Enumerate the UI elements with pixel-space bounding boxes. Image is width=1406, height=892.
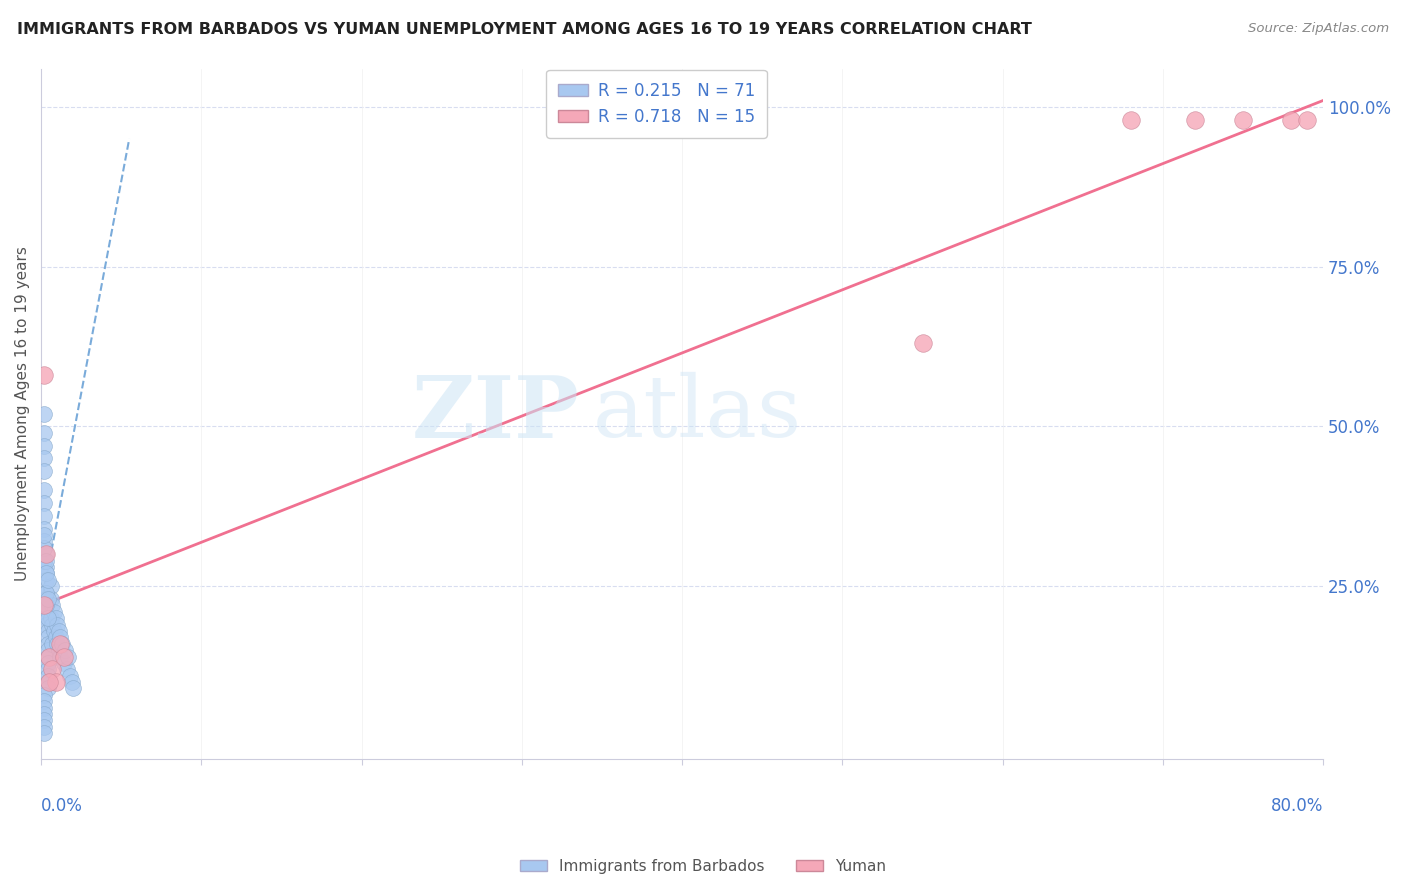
Point [35,560,58,574]
Point [35,554,58,568]
Legend: R = 0.215   N = 71, R = 0.718   N = 15: R = 0.215 N = 71, R = 0.718 N = 15 [546,70,766,137]
Point [35,605,58,619]
Point [55,662,77,676]
Point [37,624,59,638]
Point [34,599,56,613]
Point [53,643,76,657]
Text: 0.0%: 0.0% [41,797,83,814]
Y-axis label: Unemployment Among Ages 16 to 19 years: Unemployment Among Ages 16 to 19 years [15,246,30,581]
Point [58,649,80,664]
Point [35,566,58,581]
Point [35,547,58,561]
Point [44,675,66,690]
Point [35,585,58,599]
Point [34,700,56,714]
Point [1279,112,1302,127]
Point [35,585,58,599]
Point [51,637,73,651]
Point [1119,112,1142,127]
Point [35,573,58,587]
Point [39,611,62,625]
Point [34,407,56,421]
Point [37,611,59,625]
Point [49,631,72,645]
Point [34,368,56,383]
Point [34,508,56,523]
Point [37,656,59,670]
Point [37,643,59,657]
Point [49,637,72,651]
Point [46,637,69,651]
Point [34,541,56,555]
Text: IMMIGRANTS FROM BARBADOS VS YUMAN UNEMPLOYMENT AMONG AGES 16 TO 19 YEARS CORRELA: IMMIGRANTS FROM BARBADOS VS YUMAN UNEMPL… [17,22,1032,37]
Point [34,522,56,536]
Point [37,662,59,676]
Point [48,643,70,657]
Point [41,637,63,651]
Point [34,714,56,728]
Point [34,726,56,740]
Point [34,439,56,453]
Point [37,669,59,683]
Text: 80.0%: 80.0% [1271,797,1323,814]
Point [46,617,69,632]
Text: ZIP: ZIP [412,372,579,456]
Point [42,605,65,619]
Point [44,611,66,625]
Point [1184,112,1206,127]
Point [35,611,58,625]
Point [41,662,63,676]
Point [34,451,56,466]
Point [1232,112,1254,127]
Point [62,681,84,696]
Point [38,649,60,664]
Point [34,554,56,568]
Point [34,706,56,721]
Point [39,579,62,593]
Point [48,624,70,638]
Text: Source: ZipAtlas.com: Source: ZipAtlas.com [1249,22,1389,36]
Point [52,656,75,670]
Point [34,483,56,498]
Point [34,464,56,478]
Point [35,547,58,561]
Point [41,617,63,632]
Point [34,720,56,734]
Point [37,637,59,651]
Point [34,425,56,440]
Legend: Immigrants from Barbados, Yuman: Immigrants from Barbados, Yuman [513,853,893,880]
Point [37,675,59,690]
Point [34,528,56,542]
Point [37,681,59,696]
Point [35,599,58,613]
Point [34,496,56,510]
Point [34,534,56,549]
Point [37,631,59,645]
Point [35,617,58,632]
Text: atlas: atlas [592,372,801,455]
Point [34,694,56,708]
Point [59,669,82,683]
Point [35,566,58,581]
Point [37,592,59,607]
Point [44,631,66,645]
Point [37,649,59,664]
Point [1296,112,1319,127]
Point [35,592,58,607]
Point [42,624,65,638]
Point [49,649,72,664]
Point [38,675,60,690]
Point [60,675,83,690]
Point [35,599,58,613]
Point [34,688,56,702]
Point [37,573,59,587]
Point [52,649,75,664]
Point [39,592,62,607]
Point [911,336,934,351]
Point [41,599,63,613]
